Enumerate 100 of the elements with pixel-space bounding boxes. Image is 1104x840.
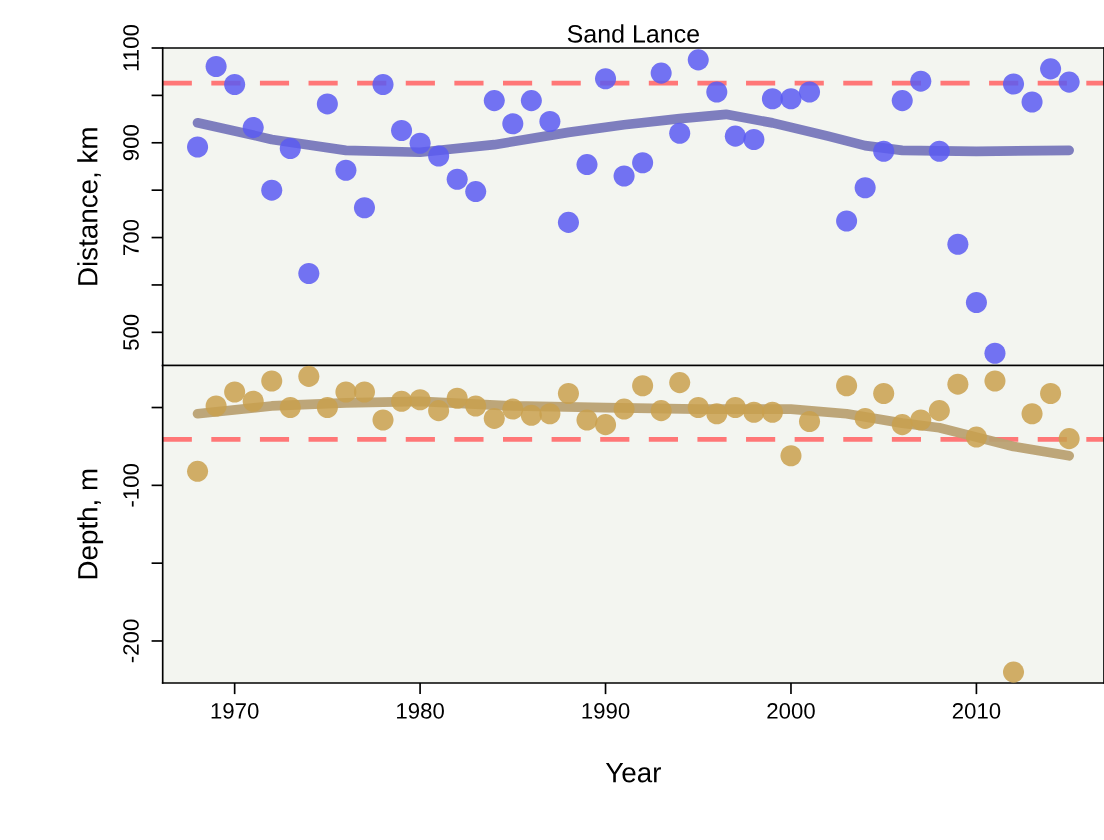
point — [576, 154, 598, 176]
point — [687, 49, 709, 71]
point — [873, 140, 895, 162]
point — [632, 152, 654, 174]
point — [706, 403, 728, 425]
point — [539, 403, 561, 425]
y-tick-label: 700 — [123, 219, 139, 255]
point — [669, 122, 691, 144]
point — [891, 414, 913, 436]
point — [910, 70, 932, 92]
y-tick-label: 500 — [123, 314, 139, 350]
point — [205, 55, 227, 78]
point — [557, 382, 579, 405]
point — [613, 165, 635, 187]
point — [836, 210, 858, 232]
point — [446, 168, 468, 190]
point — [391, 119, 413, 141]
point — [1040, 382, 1062, 405]
point — [1058, 428, 1080, 450]
point — [1002, 661, 1025, 683]
point — [687, 396, 709, 419]
point — [928, 400, 950, 422]
point — [595, 68, 617, 90]
point — [947, 373, 969, 395]
point — [891, 90, 913, 112]
point — [428, 400, 450, 422]
point — [780, 445, 802, 467]
point — [520, 404, 542, 426]
point — [632, 375, 654, 397]
point — [1002, 73, 1025, 95]
point — [743, 401, 765, 423]
point — [242, 117, 264, 139]
point — [391, 390, 413, 412]
point — [650, 400, 672, 422]
point — [335, 159, 357, 181]
y-tick-label: -200 — [123, 619, 139, 663]
point — [706, 81, 728, 103]
point — [595, 414, 617, 436]
point — [224, 381, 246, 403]
x-tick-label: 2010 — [952, 703, 1001, 719]
point — [298, 365, 320, 387]
point — [409, 132, 431, 154]
point — [372, 409, 394, 431]
point — [669, 372, 691, 394]
point — [502, 398, 524, 420]
point — [928, 140, 950, 162]
point — [1021, 91, 1043, 113]
point — [224, 73, 246, 96]
point — [910, 409, 932, 431]
point — [984, 342, 1006, 364]
point — [650, 62, 672, 84]
y-axis-title: Distance, km — [77, 128, 101, 285]
y-axis-title: Depth, m — [77, 469, 104, 579]
point — [279, 396, 301, 419]
point — [483, 407, 505, 429]
point — [761, 88, 783, 110]
point — [1040, 58, 1062, 80]
point — [428, 145, 450, 167]
point — [279, 137, 301, 159]
x-tick-label: 1970 — [211, 703, 259, 719]
point — [316, 93, 338, 115]
point — [836, 375, 858, 397]
point — [761, 401, 783, 423]
point — [465, 395, 487, 417]
point — [965, 426, 987, 448]
x-axis-title: Year — [605, 763, 661, 783]
point — [187, 136, 209, 158]
point — [965, 291, 987, 314]
point — [798, 411, 821, 433]
point — [187, 460, 209, 482]
point — [1058, 71, 1080, 93]
point — [798, 81, 821, 103]
point — [242, 390, 264, 412]
chart-title: Sand Lance — [567, 24, 699, 43]
point — [372, 73, 394, 96]
y-tick-label: 1100 — [123, 24, 139, 71]
point — [947, 233, 969, 255]
point — [261, 179, 283, 201]
x-tick-label: 1980 — [397, 703, 444, 719]
point — [873, 382, 895, 405]
point — [261, 370, 283, 392]
point — [465, 181, 487, 203]
point — [854, 407, 876, 429]
point — [743, 128, 765, 150]
point — [539, 110, 561, 132]
point — [984, 370, 1006, 392]
y-tick-label: 900 — [123, 125, 139, 161]
point — [520, 90, 542, 112]
point — [446, 387, 468, 409]
point — [353, 197, 375, 219]
x-tick-label: 1990 — [582, 703, 630, 719]
point — [298, 263, 320, 285]
point — [483, 90, 505, 112]
y-tick-label: -100 — [123, 463, 139, 507]
point — [1021, 403, 1043, 425]
point — [205, 395, 227, 417]
point — [854, 177, 876, 199]
point — [353, 381, 375, 403]
x-tick-label: 2000 — [767, 703, 815, 719]
point — [576, 409, 598, 431]
